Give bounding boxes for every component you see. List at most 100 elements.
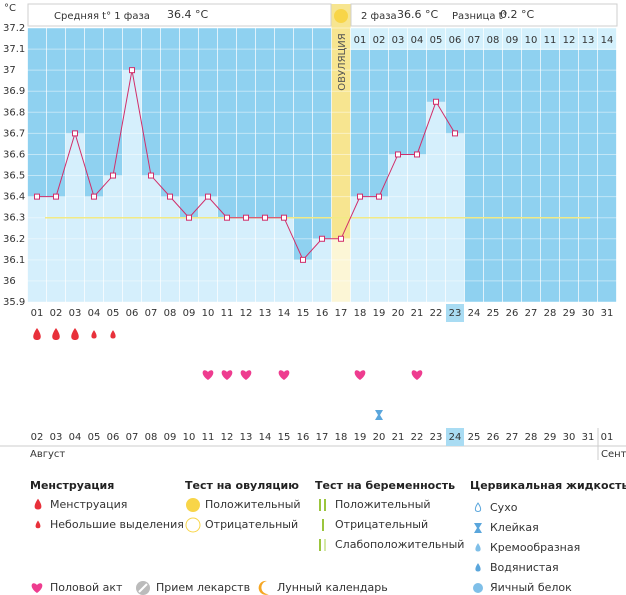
calendar-date: 21 (392, 432, 405, 443)
legend-icon (322, 519, 324, 531)
temp-column (198, 196, 218, 302)
calendar-date: 13 (240, 432, 253, 443)
day-label: 30 (582, 308, 595, 319)
legend-title: Менструация (30, 479, 114, 492)
calendar-date: 16 (297, 432, 310, 443)
calendar-date: 25 (468, 432, 481, 443)
calendar-date: 01 (601, 432, 614, 443)
y-tick-label: 37 (3, 65, 16, 76)
luteal-day: 03 (392, 35, 405, 46)
header-box (350, 3, 618, 27)
y-tick-label: 35.9 (3, 297, 25, 308)
temp-point (129, 67, 135, 74)
luteal-day: 02 (373, 35, 386, 46)
temp-column (350, 196, 370, 302)
temp-column (293, 259, 313, 302)
unit: °C (4, 3, 16, 14)
calendar-date: 07 (126, 432, 139, 443)
legend-extra: Лунный календарь (277, 581, 388, 594)
temp-point (433, 98, 439, 105)
legend-title: Тест на овуляцию (185, 479, 299, 492)
legend-icon (34, 498, 42, 510)
temp-point (72, 130, 78, 137)
calendar-date: 28 (525, 432, 538, 443)
temp-point (319, 235, 325, 242)
temp-point (338, 235, 344, 242)
legend-icon (475, 543, 481, 552)
legend-icon (473, 583, 483, 593)
y-tick-label: 36.5 (3, 171, 25, 182)
temp-column (141, 175, 161, 302)
temp-point (395, 151, 401, 158)
legend-icon (138, 583, 148, 593)
day-label: 10 (202, 308, 215, 319)
phase1-value: 36.4 °C (167, 8, 208, 21)
luteal-day: 12 (563, 35, 576, 46)
temp-column (369, 196, 389, 302)
legend-item: Менструация (50, 498, 127, 511)
diff-value: 0.2 °C (500, 8, 534, 21)
legend-icon (185, 517, 201, 533)
intercourse-icon (240, 370, 252, 380)
luteal-day: 08 (487, 35, 500, 46)
temp-point (262, 214, 268, 221)
day-label: 11 (221, 308, 234, 319)
temp-point (376, 193, 382, 200)
calendar-date: 08 (145, 432, 158, 443)
day-label: 01 (31, 308, 44, 319)
temp-point (452, 130, 458, 137)
legend-item: Положительный (335, 498, 431, 511)
legend-item: Клейкая (490, 521, 539, 534)
day-label: 03 (69, 308, 82, 319)
calendar-date: 11 (202, 432, 215, 443)
calendar-date: 03 (50, 432, 63, 443)
phase1-label: Средняя t° 1 фаза (54, 11, 150, 22)
temp-column (388, 154, 408, 302)
day-label: 21 (411, 308, 424, 319)
day-label: 22 (430, 308, 443, 319)
y-tick-label: 36 (3, 276, 16, 287)
calendar-date: 10 (183, 432, 196, 443)
temp-column (217, 217, 237, 302)
calendar-date: 30 (563, 432, 576, 443)
legend-extra: Прием лекарств (156, 581, 250, 594)
legend-item: Кремообразная (490, 541, 580, 554)
calendar-date: 24 (449, 432, 462, 443)
day-label: 13 (259, 308, 272, 319)
day-label: 19 (373, 308, 386, 319)
temp-column (426, 101, 446, 303)
y-tick-label: 36.6 (3, 149, 25, 160)
day-label: 25 (487, 308, 500, 319)
temp-point (281, 214, 287, 221)
calendar-date: 15 (278, 432, 291, 443)
temp-column (274, 217, 294, 302)
temp-column (122, 70, 142, 303)
temp-column (407, 154, 427, 302)
phase2-value: 36.6 °C (397, 8, 438, 21)
day-label: 26 (506, 308, 519, 319)
legend-item: Отрицательный (335, 518, 428, 531)
day-label: 06 (126, 308, 139, 319)
legend-item: Небольшие выделения (50, 518, 184, 531)
calendar-date: 23 (430, 432, 443, 443)
day-label: 29 (563, 308, 576, 319)
temp-column (103, 175, 123, 302)
luteal-day: 10 (525, 35, 538, 46)
legend-icon (258, 580, 269, 595)
legend-item: Отрицательный (205, 518, 298, 531)
luteal-day: 05 (430, 35, 443, 46)
intercourse-icon (202, 370, 214, 380)
legend-icon (35, 520, 41, 529)
temp-column (179, 217, 199, 302)
day-label: 16 (316, 308, 329, 319)
legend-title: Цервикальная жидкость (470, 479, 626, 492)
sticky-icon (375, 410, 383, 420)
legend-icon (186, 498, 200, 512)
temp-point (414, 151, 420, 158)
day-label: 05 (107, 308, 120, 319)
temp-point (53, 193, 59, 200)
luteal-day: 14 (601, 35, 614, 46)
calendar-date: 12 (221, 432, 234, 443)
day-label: 24 (468, 308, 481, 319)
